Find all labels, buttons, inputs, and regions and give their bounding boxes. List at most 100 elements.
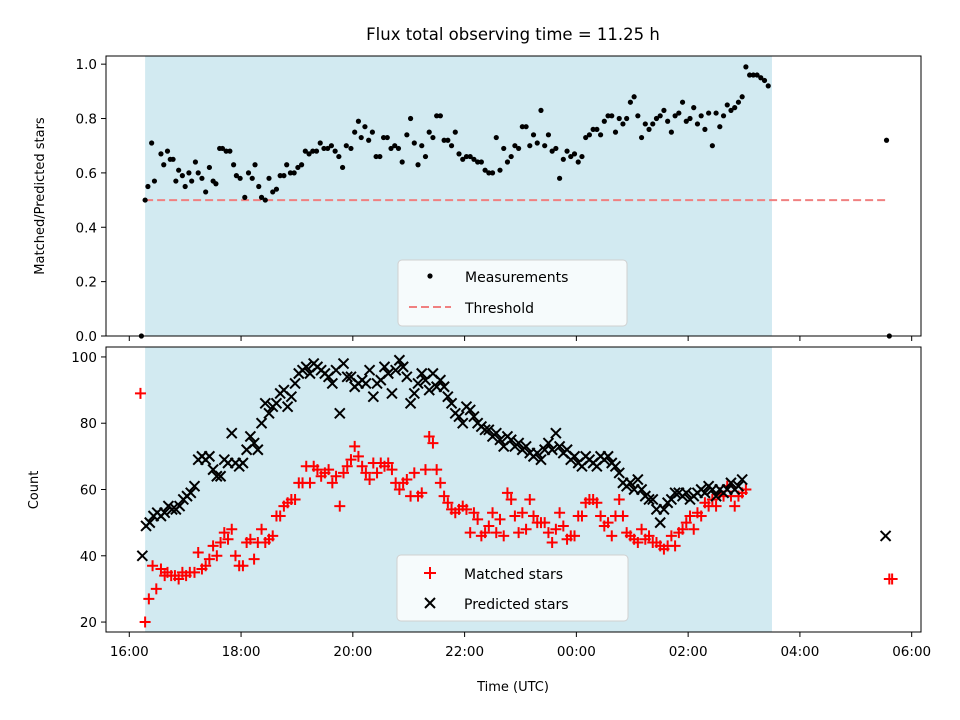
measurement-point [213, 181, 219, 187]
predicted-star-point [237, 457, 249, 469]
matched-star-point [632, 537, 644, 549]
measurement-point [635, 113, 641, 119]
predicted-star-point [173, 500, 186, 512]
measurement-point [512, 143, 518, 149]
measurement-point [195, 170, 201, 176]
measurement-point [281, 173, 287, 179]
matched-star-point [352, 450, 364, 462]
predicted-star-point [546, 444, 558, 456]
x-tick-label: 00:00 [557, 644, 596, 660]
measurement-point [471, 156, 477, 162]
measurement-point [373, 153, 379, 160]
bottom-legend: Matched stars Predicted stars [396, 554, 629, 622]
predicted-star-point [710, 490, 722, 502]
matched-star-point [237, 560, 249, 572]
measurement-point [475, 159, 481, 165]
matched-star-point [595, 510, 607, 522]
measurement-point [698, 113, 704, 119]
predicted-star-point [434, 374, 447, 386]
predicted-star-point [136, 550, 149, 562]
matched-star-point [256, 523, 268, 535]
legend-predicted-label: Predicted stars [464, 597, 569, 613]
measurement-point [262, 197, 268, 203]
measurement-point [266, 175, 272, 181]
measurement-point [377, 153, 383, 160]
matched-star-point [248, 553, 260, 565]
predicted-star-point [494, 434, 506, 446]
measurement-point [317, 140, 323, 146]
y-tick-label: 0.6 [76, 166, 97, 182]
matched-star-point [211, 550, 223, 562]
measurement-point [422, 153, 429, 160]
measurement-point [352, 129, 358, 135]
matched-star-point [382, 457, 394, 469]
measurement-point [245, 170, 252, 176]
measurement-point [426, 129, 432, 135]
matched-star-point [360, 467, 372, 479]
bottom-panel: 16:00 18:00 20:00 22:00 00:00 02:00 04:00 06:00… [27, 346, 931, 695]
matched-star-point [554, 507, 566, 519]
measurement-point [646, 126, 652, 132]
matched-star-point [341, 460, 353, 472]
measurement-point [553, 145, 559, 152]
predicted-star-point [363, 364, 376, 376]
top-axis-ticks: 0.0 0.2 0.4 0.6 0.8 1.0 [76, 57, 913, 345]
matched-star-point [222, 533, 234, 545]
matched-star-point [326, 477, 338, 489]
predicted-star-point [669, 487, 681, 499]
measurement-point [691, 105, 697, 111]
measurement-point [478, 159, 484, 165]
measurement-point [203, 189, 209, 195]
predicted-star-point [468, 410, 480, 423]
matched-star-point [434, 477, 446, 489]
matched-star-point [416, 487, 428, 499]
measurement-point [256, 183, 262, 190]
measurement-point [411, 140, 417, 146]
measurement-point [758, 75, 764, 81]
matched-star-point [200, 560, 212, 572]
x-tick-label: 22:00 [445, 644, 484, 660]
matched-star-point [710, 500, 722, 512]
measurement-point [549, 148, 555, 154]
measurement-point [542, 143, 548, 149]
measurement-point [720, 113, 727, 119]
measurement-point [252, 162, 258, 168]
matched-star-point [345, 454, 357, 466]
predicted-star-point [211, 470, 223, 482]
measurement-point [486, 170, 492, 176]
matched-star-point [729, 500, 741, 512]
figure-title: Flux total observing time = 11.25 h [366, 25, 660, 44]
predicted-star-point [732, 480, 745, 492]
measurement-point [631, 94, 637, 100]
top-legend-box [397, 259, 628, 327]
matched-star-point [274, 510, 286, 522]
measurement-point [399, 159, 405, 165]
matched-star-point [289, 493, 301, 505]
measurement-point [754, 72, 760, 78]
matched-star-point [408, 467, 420, 479]
measurement-point [328, 143, 335, 149]
predicted-star-point [289, 377, 301, 390]
predicted-star-point [326, 377, 339, 390]
predicted-star-point [188, 480, 201, 492]
measurement-point [270, 189, 276, 195]
measurement-point [223, 148, 229, 154]
measurement-point [355, 118, 362, 124]
measurement-point [694, 121, 701, 127]
measurement-point [299, 162, 305, 168]
predicted-star-point [457, 417, 469, 429]
measurement-point [594, 126, 600, 132]
matched-star-point [218, 527, 230, 539]
measurement-point [728, 107, 734, 113]
matched-star-point [431, 464, 443, 476]
measurement-point [182, 183, 188, 190]
measurement-point [463, 153, 470, 160]
measurements-series [138, 64, 892, 339]
legend-predicted-marker [424, 597, 436, 609]
measurement-point [388, 145, 394, 152]
measurement-point [564, 148, 570, 154]
measurement-point [291, 170, 297, 176]
measurement-point [523, 124, 529, 130]
predicted-star-point [393, 354, 406, 366]
